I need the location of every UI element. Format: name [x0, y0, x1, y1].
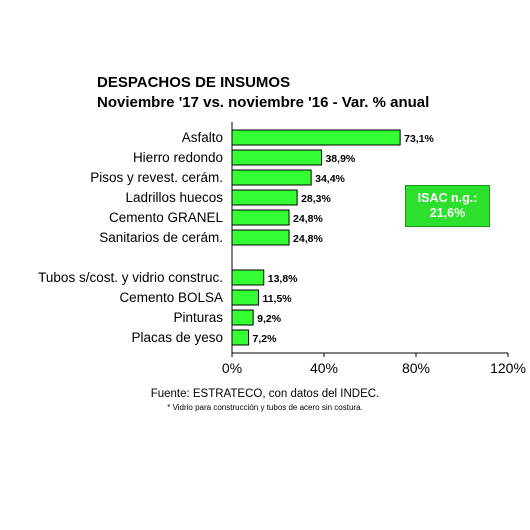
- bar: [231, 229, 290, 246]
- bar: [231, 129, 401, 146]
- bar: [231, 209, 290, 226]
- bar: [231, 149, 322, 166]
- footnote: * Vidrio para construcción y tubos de ac…: [167, 403, 363, 412]
- category-label: Placas de yeso: [131, 330, 223, 345]
- category-label: Cemento GRANEL: [109, 210, 224, 225]
- data-label: 13,8%: [268, 273, 298, 285]
- data-label: 38,9%: [325, 153, 355, 165]
- category-label: Pisos y revest. cerám.: [90, 170, 223, 185]
- chart-title: DESPACHOS DE INSUMOS: [97, 74, 291, 91]
- category-label: Hierro redondo: [133, 150, 223, 165]
- category-label: Ladrillos huecos: [125, 190, 223, 205]
- data-label: 28,3%: [301, 193, 331, 205]
- chart-subtitle: Noviembre '17 vs. noviembre '16 - Var. %…: [97, 94, 430, 111]
- bar: [231, 169, 312, 186]
- data-label: 7,2%: [253, 333, 278, 345]
- isac-annotation-label: ISAC n.g.:: [417, 191, 478, 205]
- category-label: Cemento BOLSA: [119, 290, 223, 305]
- data-label: 24,8%: [293, 213, 323, 225]
- bar: [231, 189, 298, 206]
- category-label: Pinturas: [173, 310, 223, 325]
- isac-annotation: ISAC n.g.: 21,6%: [405, 185, 490, 227]
- bar: [231, 289, 259, 306]
- data-label: 24,8%: [293, 233, 323, 245]
- data-label: 9,2%: [257, 313, 282, 325]
- category-label: Tubos s/cost. y vidrio construc.: [38, 270, 223, 285]
- source-note: Fuente: ESTRATECO, con datos del INDEC.: [150, 388, 380, 400]
- data-label: 34,4%: [315, 173, 345, 185]
- x-tick-label: 40%: [310, 360, 338, 376]
- bar: [231, 269, 265, 286]
- x-tick-label: 0%: [222, 360, 242, 376]
- category-label: Sanitarios de cerám.: [99, 230, 223, 245]
- isac-annotation-value: 21,6%: [429, 206, 466, 220]
- bar: [231, 329, 250, 346]
- bar: [231, 309, 254, 326]
- data-label: 11,5%: [262, 293, 292, 305]
- category-label: Asfalto: [182, 130, 223, 145]
- x-tick-label: 120%: [490, 360, 526, 376]
- data-label: 73,1%: [404, 133, 434, 145]
- x-tick-label: 80%: [402, 360, 430, 376]
